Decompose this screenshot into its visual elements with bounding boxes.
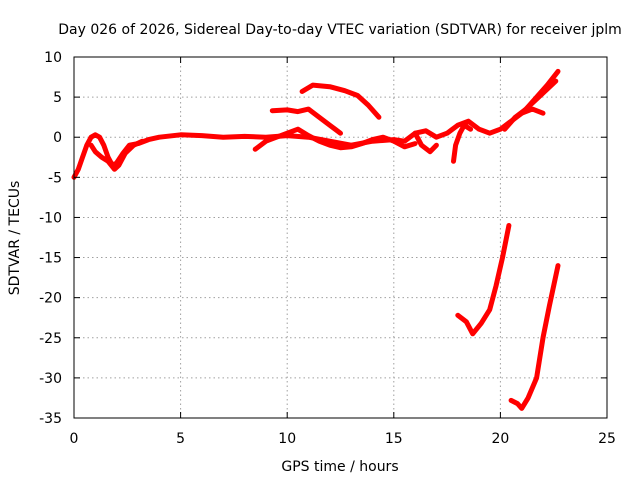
x-tick-label: 10 [278,431,296,447]
x-tick-label: 20 [491,431,509,447]
series-trace-8 [502,68,561,132]
y-tick-label: -25 [39,331,62,347]
y-axis-label: SDTVAR / TECUs [7,181,23,296]
series-trace-5 [299,82,382,120]
x-axis-ticks: 0 5 10 15 20 25 [70,57,616,447]
y-axis-ticks: 10 5 0 -5 -10 -15 -20 -25 -30 -35 [39,50,607,427]
x-tick-label: 15 [385,431,403,447]
series-trace-6 [412,130,439,155]
x-axis-label: GPS time / hours [281,459,398,475]
y-tick-label: -35 [39,411,62,427]
y-tick-label: 5 [53,90,62,106]
y-tick-label: -20 [39,291,62,307]
series-trace-1 [71,106,546,180]
series-trace-10 [455,223,512,337]
x-tick-label: 25 [598,431,616,447]
grid [74,57,607,418]
series-trace-7 [451,122,474,164]
plot-border [73,56,608,419]
x-tick-label: 0 [70,431,79,447]
y-tick-label: -30 [39,371,62,387]
y-tick-label: 0 [53,130,62,146]
series-trace-9 [519,78,559,116]
x-tick-label: 5 [176,431,185,447]
chart-title: Day 026 of 2026, Sidereal Day-to-day VTE… [58,22,622,38]
plot-frame [73,56,608,419]
series-trace-2 [88,138,145,172]
series-trace-11 [508,263,561,411]
series-trace-3 [252,126,418,152]
y-tick-label: -5 [48,170,62,186]
series-trace-4 [269,106,343,136]
y-tick-label: -15 [39,251,62,267]
y-tick-label: -10 [39,210,62,226]
y-tick-label: 10 [44,50,62,66]
series-group [71,68,561,411]
